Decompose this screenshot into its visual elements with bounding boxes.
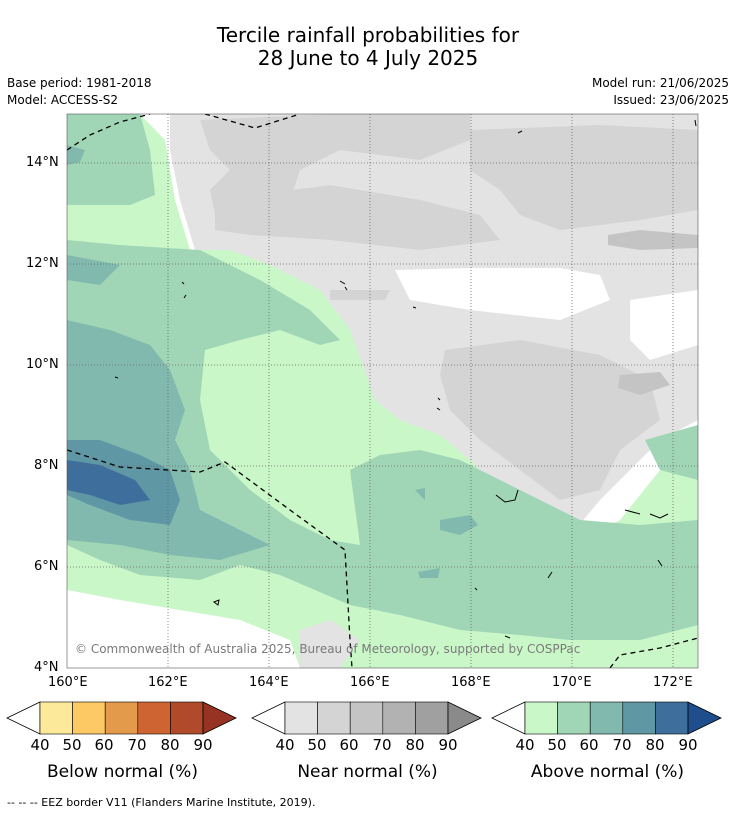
copyright-notice: © Commonwealth of Australia 2025, Bureau…: [75, 642, 581, 656]
model-run: Model run: 21/06/2025: [591, 76, 729, 90]
island-marks: [114, 119, 697, 639]
below-tick-90: 90: [193, 736, 213, 754]
above-tick-40: 40: [515, 736, 535, 754]
below-colorbar-swatch-40: [39, 701, 73, 735]
above-tick-70: 70: [612, 736, 632, 754]
above-tick-60: 60: [579, 736, 599, 754]
base-period: Base period: 1981-2018: [7, 76, 152, 90]
above-normal-title: Above normal (%): [530, 762, 685, 782]
near-normal-title: Near normal (%): [297, 762, 438, 782]
below-tick-40: 40: [30, 736, 50, 754]
below-colorbar-swatch-70: [137, 701, 171, 735]
lon-label-164e: 164°E: [249, 675, 289, 690]
below-normal-title: Below normal (%): [47, 762, 198, 782]
above-colorbar-swatch-70: [622, 701, 656, 735]
eez-borders: [67, 114, 698, 668]
near-colorbar-swatch-50: [317, 701, 351, 735]
near-tick-70: 70: [372, 736, 392, 754]
near-colorbar-swatch-60: [349, 701, 384, 735]
above-colorbar-swatch-80: [655, 701, 689, 735]
map-title-line2: 28 June to 4 July 2025: [257, 46, 479, 70]
near-colorbar-swatch-70: [382, 701, 416, 735]
lon-label-172e: 172°E: [653, 675, 693, 690]
below-tick-80: 80: [160, 736, 180, 754]
lon-label-162e: 162°E: [148, 675, 188, 690]
above-colorbar-swatch-40: [524, 701, 558, 735]
below-colorbar-max-arrow: [202, 701, 237, 735]
lon-label-160e: 160°E: [48, 675, 88, 690]
map-field: [67, 114, 698, 668]
colorbar-group: [6, 701, 722, 735]
issued-date: Issued: 23/06/2025: [613, 93, 729, 107]
below-colorbar-swatch-50: [72, 701, 106, 735]
near-tick-50: 50: [307, 736, 327, 754]
near-tick-80: 80: [405, 736, 425, 754]
below-tick-60: 60: [94, 736, 114, 754]
grid-lines: [67, 114, 698, 668]
near-colorbar-min-arrow: [251, 701, 286, 735]
below-colorbar-swatch-60: [104, 701, 139, 735]
lat-label-8n: 8°N: [34, 458, 59, 473]
lon-label-166e: 166°E: [350, 675, 390, 690]
lon-label-168e: 168°E: [451, 675, 491, 690]
model-name: Model: ACCESS-S2: [7, 93, 119, 107]
below-tick-50: 50: [62, 736, 82, 754]
lat-label-14n: 14°N: [26, 155, 59, 170]
lon-label-170e: 170°E: [552, 675, 592, 690]
below-tick-70: 70: [127, 736, 147, 754]
above-colorbar-max-arrow: [687, 701, 722, 735]
above-tick-80: 80: [645, 736, 665, 754]
near-tick-40: 40: [275, 736, 295, 754]
near-colorbar-max-arrow: [447, 701, 482, 735]
near-tick-90: 90: [438, 736, 458, 754]
below-colorbar-min-arrow: [6, 701, 41, 735]
above-tick-90: 90: [678, 736, 698, 754]
map-frame: [66, 113, 699, 669]
above-colorbar-swatch-50: [557, 701, 591, 735]
lat-label-10n: 10°N: [26, 357, 59, 372]
near-colorbar-swatch-40: [284, 701, 318, 735]
above-tick-50: 50: [547, 736, 567, 754]
lat-label-12n: 12°N: [26, 256, 59, 271]
lat-label-6n: 6°N: [34, 559, 59, 574]
map-title-line1: Tercile rainfall probabilities for: [216, 23, 520, 47]
near-tick-60: 60: [339, 736, 359, 754]
below-colorbar-swatch-80: [170, 701, 204, 735]
eez-footnote: -- -- -- EEZ border V11 (Flanders Marine…: [7, 796, 316, 809]
above-colorbar-swatch-60: [589, 701, 624, 735]
near-colorbar-swatch-80: [415, 701, 449, 735]
above-colorbar-min-arrow: [491, 701, 526, 735]
lat-label-4n: 4°N: [34, 660, 59, 675]
